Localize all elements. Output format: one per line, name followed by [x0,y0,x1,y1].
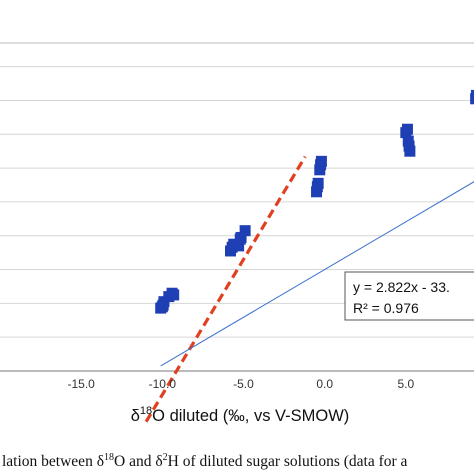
x-axis-label: δ18O diluted (‰, vs V-SMOW) [131,405,350,425]
fit-line [160,181,474,367]
data-point-0-16 [312,177,324,189]
data-point-0-13 [239,225,251,237]
data-point-0-21 [401,123,413,135]
caption-delta-1: δ [97,453,104,470]
data-point-0-24 [404,145,416,157]
caption-delta-2: δ [155,453,162,470]
caption-sup-2: 2 [163,452,168,463]
reference-line [144,155,307,423]
data-point-0-12 [235,231,247,243]
caption-tail: H of diluted sugar solutions (data for a [168,453,408,470]
x-label-delta: δ [131,407,140,425]
data-point-0-26 [470,89,474,101]
data-points-layer [155,89,474,314]
caption-lead: lation between [2,453,97,470]
regression-annotation: y = 2.822x - 33. R² = 0.976 [344,271,474,321]
figure-caption: lation between δ18O and δ2H of diluted s… [2,452,408,470]
data-point-0-19 [315,155,327,167]
grid-layer [0,66,474,372]
caption-sup-1: 18 [104,452,114,463]
annotation-box [344,271,474,321]
x-label-superscript: 18 [140,405,152,417]
x-tick-label-4: 5.0 [397,377,414,391]
x-tick-label-3: 0.0 [316,377,333,391]
annotation-equation: y = 2.822x - 33. [353,279,450,295]
caption-mid: O and [114,453,155,470]
data-point-0-10 [233,240,245,252]
reference-line-layer [144,155,307,423]
fit-line-layer [160,181,474,367]
data-point-0-6 [168,289,180,301]
x-tick-label-1: -10.0 [149,377,177,391]
x-tick-label-0: -15.0 [67,377,95,391]
x-label-rest: O diluted (‰, vs V-SMOW) [152,407,349,425]
annotation-r2: R² = 0.976 [353,300,419,316]
x-tick-labels: -15.0 -10.0 -5.0 0.0 5.0 [67,377,414,391]
x-tick-label-2: -5.0 [233,377,254,391]
